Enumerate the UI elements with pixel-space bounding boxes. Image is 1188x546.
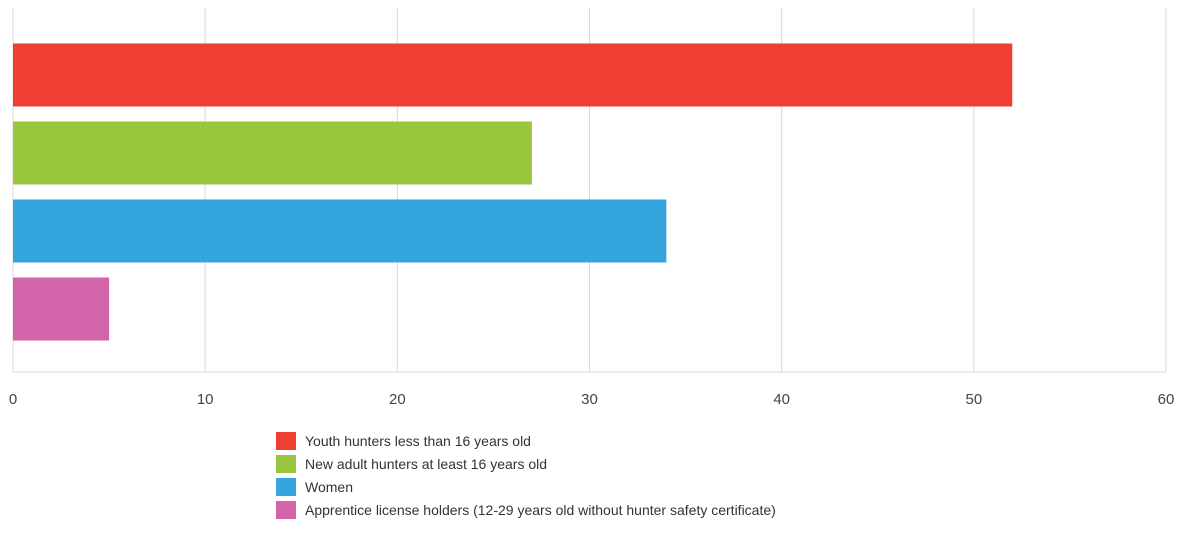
legend-swatch <box>276 501 296 519</box>
x-tick-label: 30 <box>581 391 598 408</box>
legend-item-youth: Youth hunters less than 16 years old <box>276 432 1176 450</box>
legend: Youth hunters less than 16 years old New… <box>276 432 1176 524</box>
bar <box>13 199 667 263</box>
x-tick-label: 10 <box>197 391 214 408</box>
legend-label: New adult hunters at least 16 years old <box>305 456 548 472</box>
legend-label: Women <box>305 479 353 495</box>
bar <box>13 43 1013 107</box>
bars <box>13 43 1013 341</box>
legend-item-new-adult: New adult hunters at least 16 years old <box>276 455 1176 473</box>
legend-swatch <box>276 455 296 473</box>
x-tick-label: 60 <box>1158 391 1175 408</box>
legend-item-women: Women <box>276 478 1176 496</box>
x-tick-label: 20 <box>389 391 406 408</box>
legend-swatch <box>276 432 296 450</box>
x-tick-label: 0 <box>9 391 17 408</box>
legend-label: Apprentice license holders (12-29 years … <box>305 502 776 518</box>
legend-swatch <box>276 478 296 496</box>
legend-label: Youth hunters less than 16 years old <box>305 433 531 449</box>
x-axis: 0 10 20 30 40 50 60 <box>9 371 1175 408</box>
x-tick-label: 40 <box>773 391 790 408</box>
bar-chart: 0 10 20 30 40 50 60 <box>9 8 1175 408</box>
x-tick-label: 50 <box>965 391 982 408</box>
bar <box>13 121 532 185</box>
bar <box>13 277 110 341</box>
legend-item-apprentice: Apprentice license holders (12-29 years … <box>276 501 1176 519</box>
